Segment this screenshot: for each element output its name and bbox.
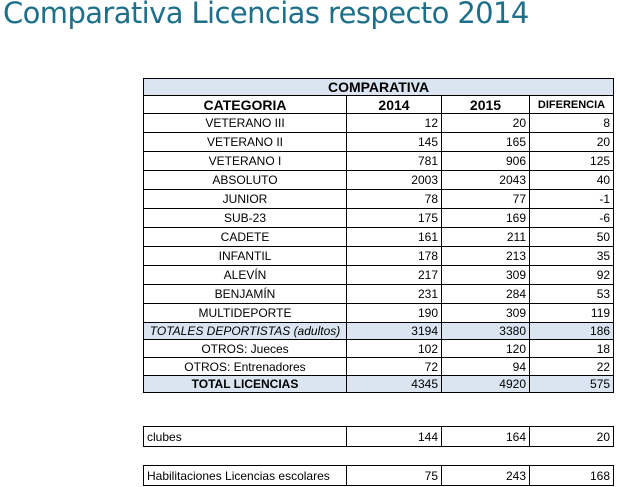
value-2015-cell: 77: [441, 189, 530, 209]
value-2015-cell: 906: [441, 151, 530, 171]
value-2014-cell: 231: [346, 284, 442, 304]
value-2015-cell: 309: [441, 265, 530, 285]
value-2014-cell: 145: [346, 132, 442, 152]
totals-deportistas-2015: 3380: [441, 322, 530, 340]
category-cell: MULTIDEPORTE: [143, 303, 347, 323]
header-category: CATEGORIA: [143, 95, 347, 114]
table-row: MULTIDEPORTE 190 309 119: [143, 303, 615, 323]
category-cell: ABSOLUTO: [143, 170, 347, 190]
table-row: JUNIOR 78 77 -1: [143, 189, 615, 209]
escolares-2014: 75: [346, 465, 442, 486]
header-row: CATEGORIA 2014 2015 DIFERENCIA: [143, 95, 615, 114]
header-2015: 2015: [441, 95, 530, 114]
table-row: CADETE 161 211 50: [143, 227, 615, 247]
diferencia-cell: 20: [528, 132, 615, 152]
value-2014-cell: 161: [346, 227, 442, 247]
escolares-label: Habilitaciones Licencias escolares: [143, 465, 347, 486]
table-title: COMPARATIVA: [142, 78, 615, 96]
slide-title: Comparativa Licencias respecto 2014: [3, 0, 529, 30]
otros-jueces-diff: 18: [528, 339, 615, 358]
table-title-row: COMPARATIVA: [142, 78, 615, 96]
totals-deportistas-row: TOTALES DEPORTISTAS (adultos) 3194 3380 …: [143, 322, 615, 340]
value-2015-cell: 211: [441, 227, 530, 247]
diferencia-cell: 125: [528, 151, 615, 171]
otros-entrenadores-label: OTROS: Entrenadores: [143, 357, 347, 376]
value-2014-cell: 175: [346, 208, 442, 228]
category-cell: INFANTIL: [143, 246, 347, 266]
otros-entrenadores-row: OTROS: Entrenadores 72 94 22: [143, 357, 615, 376]
category-cell: BENJAMÍN: [143, 284, 347, 304]
value-2015-cell: 169: [441, 208, 530, 228]
otros-jueces-2015: 120: [441, 339, 530, 358]
category-cell: VETERANO II: [143, 132, 347, 152]
value-2014-cell: 217: [346, 265, 442, 285]
value-2014-cell: 781: [346, 151, 442, 171]
category-cell: SUB-23: [143, 208, 347, 228]
value-2014-cell: 12: [346, 113, 442, 133]
table-row: BENJAMÍN 231 284 53: [143, 284, 615, 304]
total-licencias-diff: 575: [528, 375, 615, 393]
table-row: INFANTIL 178 213 35: [143, 246, 615, 266]
table-row: SUB-23 175 169 -6: [143, 208, 615, 228]
category-cell: ALEVÍN: [143, 265, 347, 285]
otros-jueces-label: OTROS: Jueces: [143, 339, 347, 358]
table-row: ALEVÍN 217 309 92: [143, 265, 615, 285]
otros-entrenadores-2015: 94: [441, 357, 530, 376]
diferencia-cell: 35: [528, 246, 615, 266]
escolares-2015: 243: [441, 465, 530, 486]
diferencia-cell: -1: [528, 189, 615, 209]
total-licencias-row: TOTAL LICENCIAS 4345 4920 575: [143, 375, 615, 393]
clubes-2015: 164: [441, 426, 530, 447]
otros-entrenadores-diff: 22: [528, 357, 615, 376]
total-licencias-label: TOTAL LICENCIAS: [143, 375, 347, 393]
otros-jueces-2014: 102: [346, 339, 442, 358]
value-2015-cell: 165: [441, 132, 530, 152]
category-cell: CADETE: [143, 227, 347, 247]
total-licencias-2014: 4345: [346, 375, 442, 393]
value-2015-cell: 213: [441, 246, 530, 266]
diferencia-cell: 53: [528, 284, 615, 304]
header-diferencia: DIFERENCIA: [528, 95, 615, 114]
value-2014-cell: 78: [346, 189, 442, 209]
totals-deportistas-diff: 186: [528, 322, 615, 340]
diferencia-cell: 50: [528, 227, 615, 247]
clubes-2014: 144: [346, 426, 442, 447]
comparison-table: COMPARATIVA CATEGORIA 2014 2015 DIFERENC…: [142, 78, 615, 393]
clubes-diff: 20: [529, 426, 614, 447]
value-2015-cell: 2043: [441, 170, 530, 190]
escolares-diff: 168: [529, 465, 614, 486]
otros-jueces-row: OTROS: Jueces 102 120 18: [143, 339, 615, 358]
table-row: VETERANO II 145 165 20: [143, 132, 615, 152]
category-cell: VETERANO I: [143, 151, 347, 171]
diferencia-cell: 8: [528, 113, 615, 133]
table-row: VETERANO III 12 20 8: [143, 113, 615, 133]
value-2014-cell: 190: [346, 303, 442, 323]
otros-entrenadores-2014: 72: [346, 357, 442, 376]
clubes-label: clubes: [143, 426, 347, 447]
diferencia-cell: 119: [528, 303, 615, 323]
escolares-table: Habilitaciones Licencias escolares 75 24…: [143, 465, 614, 486]
category-cell: JUNIOR: [143, 189, 347, 209]
table-row: ABSOLUTO 2003 2043 40: [143, 170, 615, 190]
value-2015-cell: 309: [441, 303, 530, 323]
value-2014-cell: 178: [346, 246, 442, 266]
header-2014: 2014: [346, 95, 442, 114]
clubes-row: clubes 144 164 20: [143, 426, 614, 447]
diferencia-cell: 92: [528, 265, 615, 285]
value-2015-cell: 20: [441, 113, 530, 133]
table-row: VETERANO I 781 906 125: [143, 151, 615, 171]
total-licencias-2015: 4920: [441, 375, 530, 393]
value-2014-cell: 2003: [346, 170, 442, 190]
value-2015-cell: 284: [441, 284, 530, 304]
totals-deportistas-2014: 3194: [346, 322, 442, 340]
totals-deportistas-label: TOTALES DEPORTISTAS (adultos): [143, 322, 347, 340]
diferencia-cell: 40: [528, 170, 615, 190]
clubes-table: clubes 144 164 20: [143, 426, 614, 447]
category-cell: VETERANO III: [143, 113, 347, 133]
diferencia-cell: -6: [528, 208, 615, 228]
escolares-row: Habilitaciones Licencias escolares 75 24…: [143, 465, 614, 486]
